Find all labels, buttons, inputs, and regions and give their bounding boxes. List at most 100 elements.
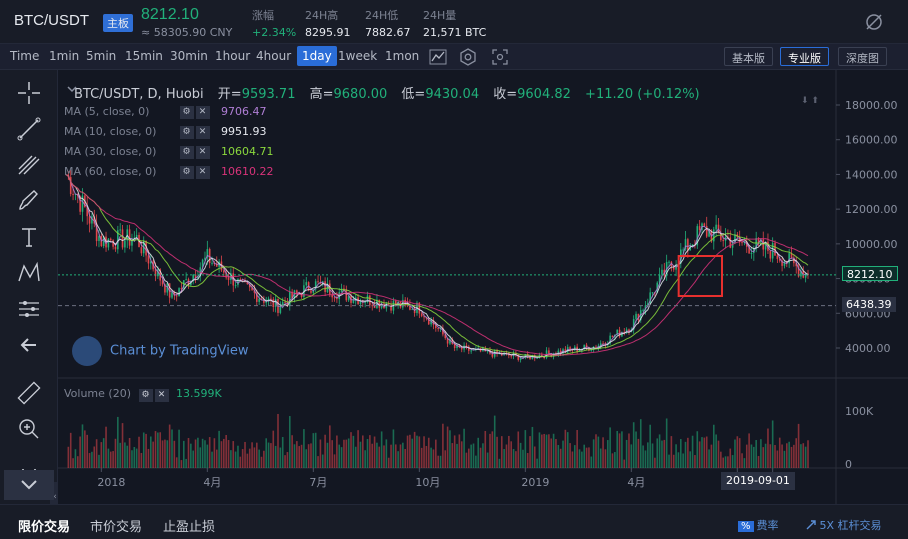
collapse-tools-tab[interactable]: ‹ <box>50 482 60 512</box>
gear-icon[interactable]: ⚙ <box>138 389 153 402</box>
tf-30min[interactable]: 30min <box>170 49 208 63</box>
gear-icon[interactable]: ⚙ <box>179 105 194 119</box>
volume-bar <box>404 448 406 468</box>
volume-bar <box>343 439 345 468</box>
fullscreen-icon[interactable] <box>490 47 510 67</box>
volume-bar <box>147 448 150 468</box>
pitchfork-icon[interactable] <box>16 152 42 178</box>
arrow-back-icon[interactable] <box>16 332 42 358</box>
zoom-in-icon[interactable] <box>16 416 42 442</box>
candle-body <box>465 345 468 347</box>
eye-off-icon[interactable] <box>864 12 884 32</box>
settings-icon[interactable] <box>458 47 478 67</box>
gear-icon[interactable]: ⚙ <box>179 145 194 159</box>
volume-bar <box>258 449 260 468</box>
volume-bar <box>731 455 734 468</box>
tf-5min[interactable]: 5min <box>86 49 117 63</box>
volume-bar <box>465 452 468 468</box>
leverage-link[interactable]: 5X 杠杆交易 <box>806 517 882 533</box>
close-icon[interactable]: ✕ <box>154 389 169 402</box>
volume-bar <box>74 449 77 468</box>
ma60-row[interactable]: MA (60, close, 0) ⚙ ✕ 10610.22 <box>64 165 274 179</box>
tab-limit-order[interactable]: 限价交易 <box>18 520 71 535</box>
volume-bar <box>800 444 802 468</box>
candle-body <box>227 277 230 280</box>
volume-bar <box>413 431 416 468</box>
fee-link[interactable]: % 费率 <box>738 517 779 533</box>
volume-bar <box>804 446 807 468</box>
legend-low-label: 低= <box>401 87 426 102</box>
volume-bar <box>206 444 209 468</box>
candle-body <box>359 300 362 305</box>
tf-time[interactable]: Time <box>10 49 40 63</box>
tf-1min[interactable]: 1min <box>49 49 80 63</box>
text-icon[interactable] <box>16 224 42 250</box>
legend-open-label: 开= <box>217 87 242 102</box>
ma5-row[interactable]: MA (5, close, 0) ⚙ ✕ 9706.47 <box>64 105 267 119</box>
tab-stop-order[interactable]: 止盈止损 <box>163 520 216 535</box>
scroll-down-button[interactable] <box>4 470 54 500</box>
candle-body <box>776 255 779 259</box>
volume-bar <box>380 431 383 468</box>
volume-bar <box>793 444 795 468</box>
indicator-icon[interactable] <box>428 47 448 67</box>
candle-body <box>705 226 708 237</box>
volume-bar <box>552 433 555 468</box>
tf-1week[interactable]: 1week <box>338 49 378 63</box>
chevron-down-icon[interactable] <box>66 83 78 95</box>
measure-icon[interactable] <box>16 296 42 322</box>
edition-depth-button[interactable]: 深度图 <box>838 47 887 66</box>
tab-market-order[interactable]: 市价交易 <box>90 520 143 535</box>
volume-bar <box>185 458 187 468</box>
close-icon[interactable]: ✕ <box>195 165 210 179</box>
volume-bar <box>802 443 805 468</box>
brush-icon[interactable] <box>16 188 42 214</box>
crosshair-icon[interactable] <box>16 80 42 106</box>
price-chart[interactable]: 18000.00 16000.00 14000.00 12000.00 10000.00… <box>58 70 908 504</box>
last-price: 8212.10 <box>141 6 199 23</box>
volume-bar <box>550 438 553 468</box>
gear-icon[interactable]: ⚙ <box>179 125 194 139</box>
tradingview-watermark[interactable]: Chart by TradingView <box>72 336 248 366</box>
candle-body <box>423 316 425 318</box>
tf-1hour[interactable]: 1hour <box>215 49 251 63</box>
trendline-icon[interactable] <box>16 116 42 142</box>
pane-controls[interactable]: ⬇ ⬆ <box>801 96 819 106</box>
volume-bar <box>197 437 199 468</box>
candle-body <box>324 281 326 293</box>
candle-body <box>362 300 364 303</box>
candle-body <box>790 253 793 258</box>
ma10-row[interactable]: MA (10, close, 0) ⚙ ✕ 9951.93 <box>64 125 267 139</box>
candle-body <box>661 269 663 275</box>
close-icon[interactable]: ✕ <box>195 125 210 139</box>
volume-bar <box>336 435 338 468</box>
legend-symbol: BTC/USDT, D, Huobi <box>74 87 204 102</box>
ma30-row[interactable]: MA (30, close, 0) ⚙ ✕ 10604.71 <box>64 145 274 159</box>
volume-bar <box>625 439 628 468</box>
tf-1day[interactable]: 1day <box>297 46 337 66</box>
ruler-icon[interactable] <box>16 380 42 406</box>
close-icon[interactable]: ✕ <box>195 145 210 159</box>
ma10-label: MA (10, close, 0) <box>64 125 157 138</box>
tf-4hour[interactable]: 4hour <box>256 49 292 63</box>
board-tag: 主板 <box>103 14 133 32</box>
volume-bar <box>190 443 192 468</box>
close-icon[interactable]: ✕ <box>195 105 210 119</box>
volume-value: 13.599K <box>176 387 222 400</box>
pair-selector[interactable]: BTC/USDT <box>14 12 89 29</box>
volume-bar <box>364 450 366 468</box>
volume-bar <box>296 441 298 468</box>
gear-icon[interactable]: ⚙ <box>179 165 194 179</box>
candle-body <box>632 319 635 330</box>
volume-bar <box>696 431 699 468</box>
candle-body <box>274 298 277 307</box>
candle-body <box>658 274 661 283</box>
edition-pro-button[interactable]: 专业版 <box>780 47 829 66</box>
tf-1mon[interactable]: 1mon <box>385 49 420 63</box>
candle-body <box>256 292 258 302</box>
candle-body <box>354 297 357 301</box>
pattern-icon[interactable] <box>16 260 42 286</box>
edition-basic-button[interactable]: 基本版 <box>724 47 773 66</box>
tf-15min[interactable]: 15min <box>125 49 163 63</box>
chart-canvas[interactable]: 18000.00 16000.00 14000.00 12000.00 10000.00… <box>58 70 908 504</box>
